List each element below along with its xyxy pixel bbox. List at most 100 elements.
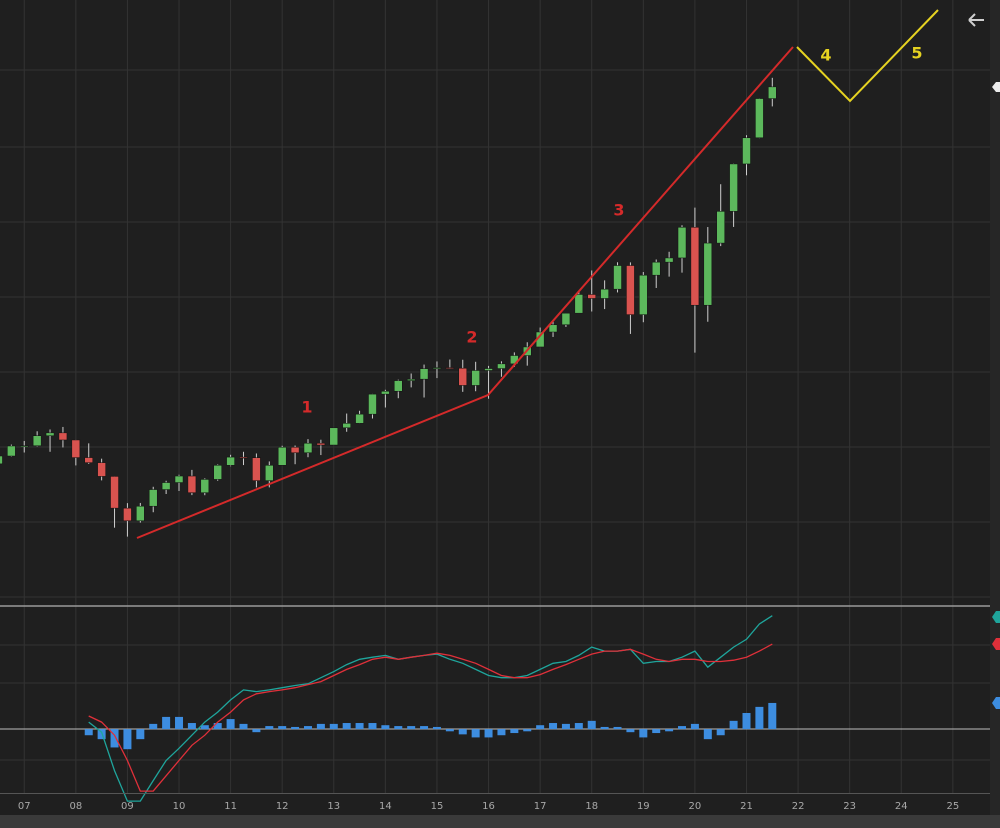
x-tick-label: 10 — [173, 801, 186, 812]
histogram-bar — [729, 720, 738, 730]
histogram-bar — [342, 723, 351, 730]
vertical-grid — [23, 0, 954, 793]
x-tick-label: 08 — [69, 801, 82, 812]
candle-body — [110, 476, 119, 509]
candle-body — [252, 457, 261, 481]
signal-marker — [992, 638, 1000, 650]
x-tick-label: 17 — [534, 801, 547, 812]
candle-body — [381, 390, 390, 395]
candle-body — [7, 445, 16, 457]
candle-body — [664, 257, 674, 263]
histogram-bar — [213, 723, 222, 730]
histogram-bar — [613, 726, 622, 730]
x-tick-label: 21 — [740, 801, 753, 812]
histogram-bar — [523, 729, 532, 732]
histogram-bar — [278, 726, 287, 730]
histogram-bar — [626, 729, 635, 733]
candle-body — [574, 294, 584, 314]
x-tick-label: 24 — [895, 801, 908, 812]
histogram-bar — [84, 729, 93, 736]
candle-body — [277, 446, 287, 466]
candle-body — [123, 507, 132, 522]
histogram-bar — [407, 726, 416, 730]
histogram-bar — [600, 726, 609, 730]
candle-body — [394, 380, 403, 392]
candle-body — [200, 479, 210, 493]
candle-body — [19, 445, 29, 448]
x-tick-label: 25 — [946, 801, 959, 812]
histogram-bar — [316, 723, 325, 730]
candle-body — [639, 274, 648, 315]
indicator-line — [88, 643, 773, 792]
histogram-bar — [200, 725, 209, 730]
candle-body — [406, 378, 416, 381]
candle-body — [497, 363, 506, 369]
candle-body — [161, 482, 171, 490]
histogram-bar — [110, 729, 119, 748]
candle-body — [0, 455, 3, 465]
histogram-bar — [458, 729, 467, 735]
candle-body — [561, 312, 571, 326]
candle-body — [226, 456, 235, 466]
candle-body — [755, 98, 764, 139]
candle-body — [703, 242, 713, 306]
histogram-bar — [742, 712, 751, 730]
histogram-bar — [149, 723, 158, 730]
histogram-bar — [574, 723, 583, 730]
histogram-marker — [992, 697, 1000, 709]
candle-body — [484, 368, 493, 371]
axis-line — [0, 793, 1000, 794]
x-tick-label: 18 — [585, 801, 598, 812]
candle-body — [768, 86, 777, 99]
scrollbar[interactable] — [0, 815, 1000, 828]
histogram-bar — [484, 729, 493, 738]
histogram-bar — [368, 723, 377, 730]
x-tick-label: 11 — [224, 801, 237, 812]
candle-body — [419, 368, 429, 380]
histogram-bar — [381, 725, 390, 730]
histogram-bar — [420, 726, 429, 730]
price-marker — [992, 82, 1000, 92]
wave-label: 3 — [613, 201, 624, 220]
wave-line — [796, 9, 939, 103]
histogram-bar — [226, 719, 235, 730]
price-pane — [0, 77, 777, 537]
histogram-bar — [510, 729, 519, 734]
candle-body — [187, 475, 197, 493]
histogram-bar — [265, 726, 274, 730]
x-tick-label: 20 — [689, 801, 702, 812]
wave-label: 5 — [911, 44, 922, 63]
back-button[interactable] — [968, 13, 984, 27]
x-tick-label: 23 — [843, 801, 856, 812]
candle-body — [587, 294, 596, 299]
candle-body — [97, 462, 106, 477]
histogram-bar — [329, 723, 338, 730]
candle-body — [613, 265, 622, 290]
candle-body — [342, 423, 351, 429]
histogram-bar — [355, 723, 364, 730]
x-axis: 07 08 09 10 11 12 13 14 15 16 17 18 19 20 21 22 23 24 25 — [18, 801, 959, 812]
macd-marker — [992, 611, 1000, 623]
histogram-bar — [175, 716, 184, 730]
candle-body — [626, 265, 635, 315]
x-tick-label: 22 — [792, 801, 805, 812]
x-tick-label: 16 — [482, 801, 495, 812]
candle-body — [329, 427, 339, 446]
x-tick-label: 09 — [121, 801, 134, 812]
candle-body — [71, 439, 81, 458]
histogram-bar — [703, 729, 712, 740]
candle-body — [368, 393, 377, 415]
candle-body — [445, 367, 455, 369]
x-tick-label: 15 — [431, 801, 444, 812]
candle-body — [58, 432, 68, 441]
price-scale — [990, 0, 1000, 815]
candle-body — [316, 442, 326, 446]
x-tick-label: 19 — [637, 801, 650, 812]
candle-body — [84, 457, 93, 463]
histogram-bar — [549, 723, 558, 730]
histogram-bar — [187, 723, 196, 730]
candle-body — [136, 505, 145, 522]
candle-body — [174, 475, 184, 483]
wave-line — [136, 46, 794, 539]
